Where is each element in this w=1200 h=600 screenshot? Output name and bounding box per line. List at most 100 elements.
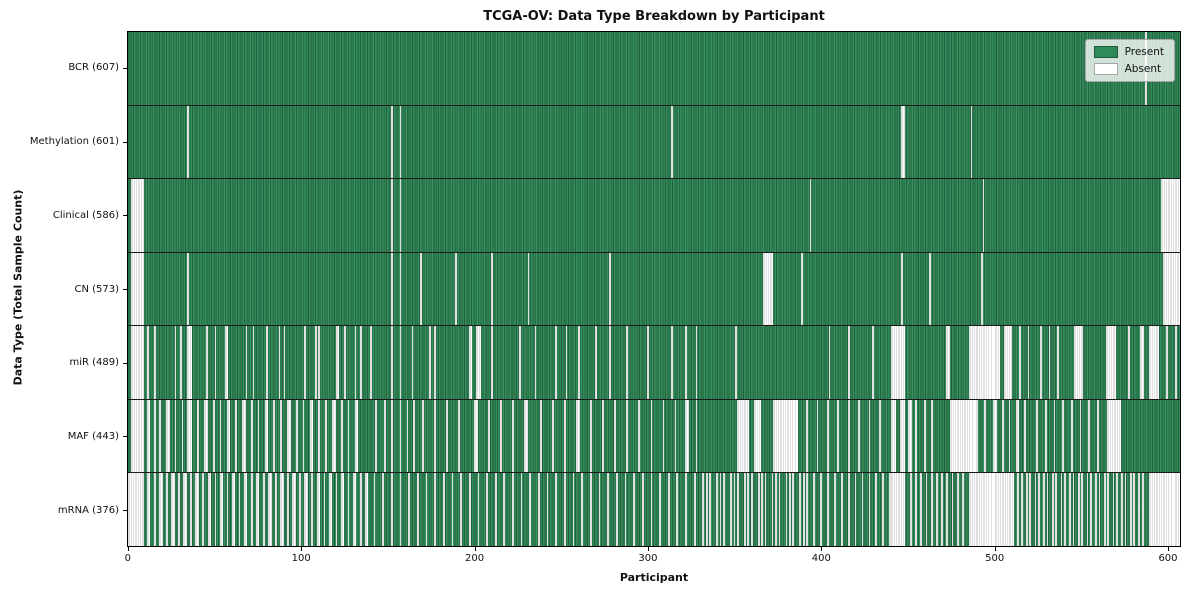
absent-stripe bbox=[847, 399, 850, 473]
absent-stripe bbox=[375, 399, 378, 473]
absent-stripe bbox=[899, 399, 905, 473]
y-tick-mark bbox=[123, 510, 127, 512]
absent-stripe bbox=[318, 326, 321, 399]
absent-stripe bbox=[915, 399, 917, 473]
absent-stripe bbox=[416, 473, 419, 547]
absent-stripe bbox=[242, 399, 246, 473]
absent-stripe bbox=[809, 179, 812, 252]
absent-stripe bbox=[186, 105, 189, 179]
y-tick-mark bbox=[123, 141, 127, 143]
absent-stripe bbox=[901, 105, 905, 179]
absent-stripe bbox=[468, 473, 471, 547]
y-tick-label-cn: CN (573) bbox=[74, 283, 119, 295]
absent-stripe bbox=[551, 399, 554, 473]
absent-stripe bbox=[816, 399, 819, 473]
row-band-bcr bbox=[128, 32, 1180, 105]
absent-stripe bbox=[1017, 473, 1020, 547]
absent-stripe bbox=[524, 399, 528, 473]
absent-stripe bbox=[299, 473, 301, 547]
x-tick-label: 200 bbox=[465, 553, 485, 564]
absent-stripe bbox=[153, 326, 156, 399]
absent-stripe bbox=[754, 399, 762, 473]
absent-stripe bbox=[1088, 399, 1090, 473]
absent-stripe bbox=[186, 326, 193, 399]
absent-stripe bbox=[332, 399, 336, 473]
absent-stripe bbox=[202, 473, 205, 547]
absent-stripe bbox=[1095, 473, 1097, 547]
absent-stripe bbox=[1160, 179, 1180, 252]
absent-stripe bbox=[391, 399, 393, 473]
absent-stripe bbox=[340, 399, 343, 473]
absent-stripe bbox=[214, 326, 217, 399]
x-tick-label: 500 bbox=[985, 553, 1005, 564]
absent-stripe bbox=[930, 473, 933, 547]
absent-stripe bbox=[1077, 473, 1080, 547]
absent-stripe bbox=[325, 399, 327, 473]
y-tick-mark bbox=[123, 67, 127, 69]
absent-stripe bbox=[1026, 473, 1028, 547]
absent-stripe bbox=[328, 473, 333, 547]
absent-stripe bbox=[993, 399, 997, 473]
absent-stripe bbox=[434, 473, 436, 547]
absent-stripe bbox=[858, 399, 860, 473]
absent-stripe bbox=[347, 473, 350, 547]
absent-stripe bbox=[205, 326, 208, 399]
absent-swatch-icon bbox=[1093, 63, 1118, 75]
absent-stripe bbox=[868, 399, 871, 473]
absent-stripe bbox=[503, 473, 506, 547]
absent-stripe bbox=[1103, 473, 1106, 547]
absent-stripe bbox=[1148, 473, 1180, 547]
absent-stripe bbox=[347, 399, 350, 473]
absent-stripe bbox=[609, 326, 611, 399]
x-tick-label: 100 bbox=[291, 553, 311, 564]
absent-stripe bbox=[624, 473, 627, 547]
absent-stripe bbox=[1024, 399, 1026, 473]
absent-stripe bbox=[278, 326, 281, 399]
absent-stripe bbox=[626, 326, 629, 399]
absent-stripe bbox=[442, 473, 445, 547]
absent-stripe bbox=[354, 399, 359, 473]
absent-stripe bbox=[458, 399, 461, 473]
absent-stripe bbox=[685, 473, 687, 547]
absent-stripe bbox=[764, 473, 767, 547]
absent-stripe bbox=[941, 473, 943, 547]
absent-stripe bbox=[747, 473, 750, 547]
absent-stripe bbox=[207, 473, 212, 547]
absent-stripe bbox=[166, 473, 168, 547]
absent-stripe bbox=[581, 473, 584, 547]
absent-stripe bbox=[930, 399, 933, 473]
absent-stripe bbox=[872, 326, 874, 399]
absent-stripe bbox=[733, 473, 736, 547]
absent-stripe bbox=[344, 326, 346, 399]
absent-stripe bbox=[555, 473, 558, 547]
absent-stripe bbox=[352, 473, 357, 547]
absent-stripe bbox=[365, 473, 369, 547]
absent-stripe bbox=[131, 326, 144, 399]
absent-stripe bbox=[946, 473, 949, 547]
y-tick-label-bcr: BCR (607) bbox=[68, 62, 119, 74]
chart-title: TCGA-OV: Data Type Breakdown by Particip… bbox=[483, 9, 825, 24]
absent-stripe bbox=[868, 473, 871, 547]
absent-stripe bbox=[183, 473, 187, 547]
absent-stripe bbox=[268, 473, 272, 547]
absent-stripe bbox=[847, 326, 850, 399]
absent-stripe bbox=[147, 399, 151, 473]
absent-stripe bbox=[923, 399, 926, 473]
absent-stripe bbox=[719, 473, 722, 547]
absent-stripe bbox=[882, 473, 885, 547]
absent-stripe bbox=[429, 326, 431, 399]
absent-stripe bbox=[813, 473, 815, 547]
absent-stripe bbox=[224, 326, 229, 399]
absent-stripe bbox=[245, 326, 248, 399]
absent-stripe bbox=[641, 473, 644, 547]
absent-stripe bbox=[190, 473, 192, 547]
absent-stripe bbox=[477, 473, 480, 547]
absent-stripe bbox=[186, 399, 193, 473]
absent-stripe bbox=[750, 473, 753, 547]
absent-stripe bbox=[854, 473, 857, 547]
absent-stripe bbox=[283, 326, 286, 399]
absent-stripe bbox=[564, 399, 566, 473]
absent-stripe bbox=[295, 399, 298, 473]
x-tick-mark bbox=[301, 547, 303, 551]
absent-stripe bbox=[399, 399, 402, 473]
